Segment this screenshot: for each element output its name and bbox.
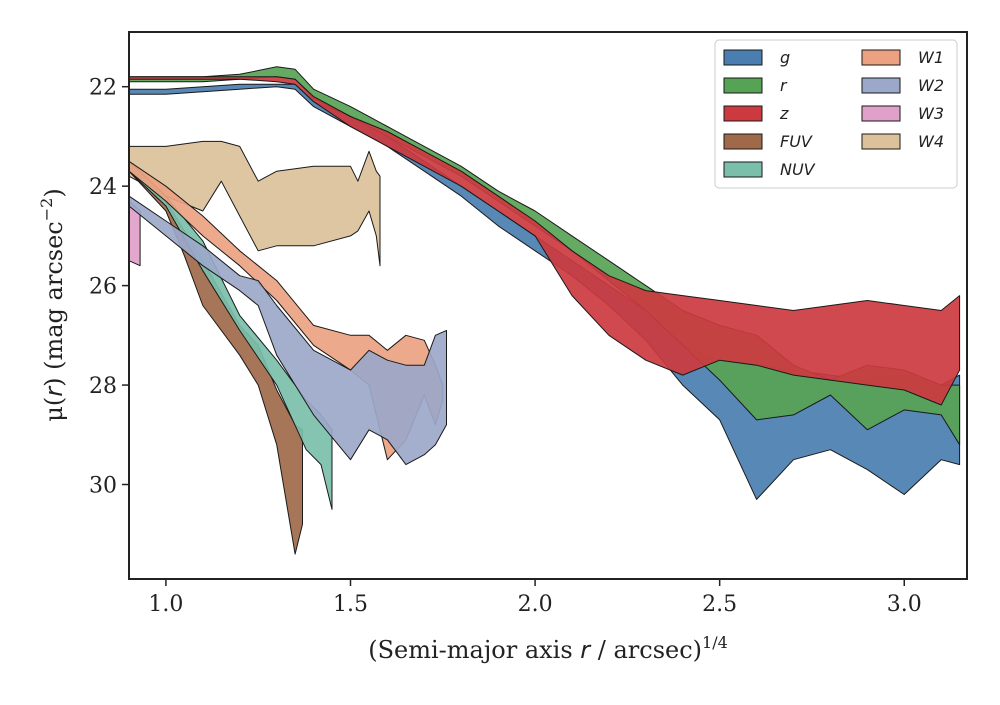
legend-swatch-w3 <box>861 105 901 122</box>
band-w2 <box>128 195 447 466</box>
legend-label-nuv: NUV <box>780 160 816 179</box>
y-axis-label-end: ) <box>40 188 68 197</box>
plot-areas <box>128 66 961 555</box>
legend-swatch-w2 <box>861 77 901 94</box>
legend-label-w4: W4 <box>918 132 944 151</box>
y-axis-label-var: r <box>40 385 68 397</box>
legend-swatch-z <box>723 105 763 122</box>
x-tick-label: 2.5 <box>702 592 737 617</box>
y-tick-label: 24 <box>89 175 117 200</box>
x-axis-label-var: r <box>580 636 592 664</box>
legend-label-w3: W3 <box>918 104 944 123</box>
y-axis-label-post: ) (mag arcsec <box>40 221 68 387</box>
x-tick-label: 2.0 <box>518 592 553 617</box>
x-tick-label: 3.0 <box>887 592 922 617</box>
legend-swatch-r <box>723 77 763 94</box>
x-tick-label: 1.0 <box>148 592 183 617</box>
x-tick-label: 1.5 <box>333 592 368 617</box>
legend-swatch-nuv <box>723 161 763 178</box>
y-tick-label: 28 <box>89 374 117 399</box>
band-w4 <box>128 140 381 267</box>
x-axis-label-sup: 1/4 <box>702 633 728 652</box>
legend-label-r: r <box>780 76 788 95</box>
legend-box <box>714 39 958 189</box>
legend-label-w1: W1 <box>918 48 944 67</box>
legend-swatch-w4 <box>861 133 901 150</box>
ticks: 1.0 1.5 2.0 2.5 3.0 22 24 26 28 30 <box>89 76 922 617</box>
y-tick-label: 30 <box>89 474 117 499</box>
legend-label-w2: W2 <box>918 76 944 95</box>
legend-label-fuv: FUV <box>780 132 813 151</box>
legend-label-g: g <box>780 48 790 67</box>
legend-swatch-w1 <box>861 49 901 66</box>
legend: grz FUV NUV W1 W2 W3 W4 <box>714 39 958 189</box>
x-axis-label-main: (Semi-major axis <box>368 636 580 664</box>
legend-swatch-fuv <box>723 133 763 150</box>
y-axis-label-sup: −2 <box>37 198 56 222</box>
y-tick-label: 26 <box>89 275 117 300</box>
x-axis-label: (Semi-major axis r / arcsec)1/4 <box>368 633 728 664</box>
y-axis-label: μ(r) (mag arcsec−2) <box>37 188 68 421</box>
legend-label-z: z <box>779 104 789 123</box>
x-axis-label-rest: / arcsec) <box>590 636 702 664</box>
axes-frame <box>128 31 968 580</box>
band-z <box>128 76 961 406</box>
y-tick-label: 22 <box>89 76 117 101</box>
legend-swatch-g <box>723 49 763 66</box>
y-axis-label-pre: μ( <box>40 397 68 422</box>
